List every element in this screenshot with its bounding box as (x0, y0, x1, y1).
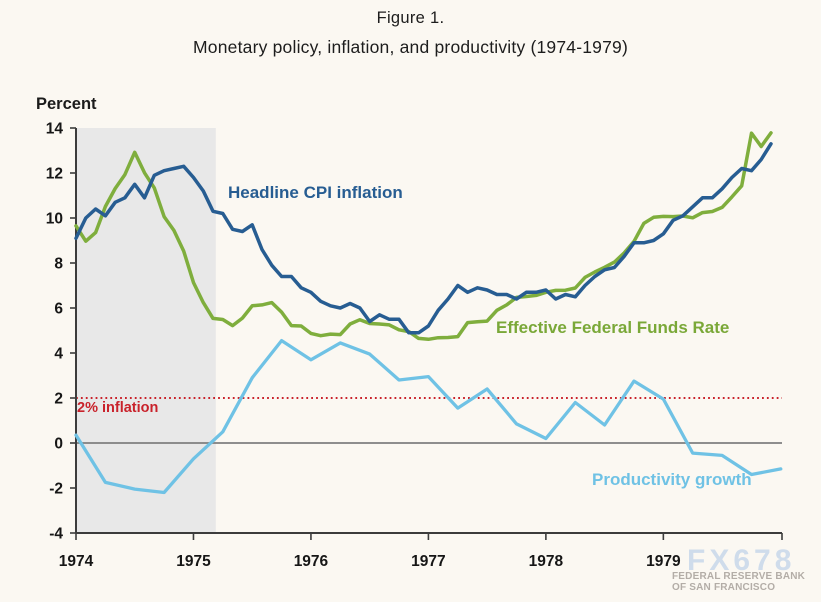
x-tick-label: 1977 (411, 553, 445, 570)
watermark-frbsf: FEDERAL RESERVE BANK OF SAN FRANCISCO (672, 571, 805, 593)
productivity-growth-line (74, 338, 783, 495)
watermark-frbsf-line2: OF SAN FRANCISCO (672, 582, 776, 593)
figure-title: Monetary policy, inflation, and producti… (193, 37, 628, 57)
series-label-productivity-growth: Productivity growth (592, 470, 752, 489)
y-tick-label: 14 (46, 121, 64, 138)
y-axis-unit-label: Percent (36, 95, 97, 113)
y-tick-label: 4 (54, 346, 63, 363)
x-tick-label: 1979 (646, 553, 681, 570)
x-tick-label: 1978 (529, 553, 564, 570)
watermark-frbsf-line1: FEDERAL RESERVE BANK (672, 571, 806, 582)
series-label-effective-federal-funds-rate: Effective Federal Funds Rate (496, 318, 730, 337)
y-tick-label: 0 (54, 436, 63, 453)
watermark-fx678-logo: FX678 (687, 544, 796, 577)
headline-cpi-inflation-line (74, 142, 773, 335)
y-tick-label: 10 (46, 211, 63, 228)
series-label-headline-cpi-inflation: Headline CPI inflation (228, 183, 403, 202)
y-tick-label: 6 (54, 301, 63, 318)
y-tick-label: 12 (46, 166, 63, 183)
x-tick-label: 1975 (176, 553, 211, 570)
y-tick-label: 8 (54, 256, 63, 273)
figure-label: Figure 1. (376, 9, 445, 27)
effective-federal-funds-rate-line (74, 131, 773, 342)
y-tick-label: -2 (49, 481, 63, 498)
y-tick-label: -4 (49, 526, 63, 543)
x-tick-label: 1974 (59, 553, 94, 570)
y-tick-label: 2 (54, 391, 63, 408)
recession-shading-band (76, 128, 216, 533)
inflation-target-label: 2% inflation (77, 400, 159, 416)
x-tick-label: 1976 (294, 553, 329, 570)
